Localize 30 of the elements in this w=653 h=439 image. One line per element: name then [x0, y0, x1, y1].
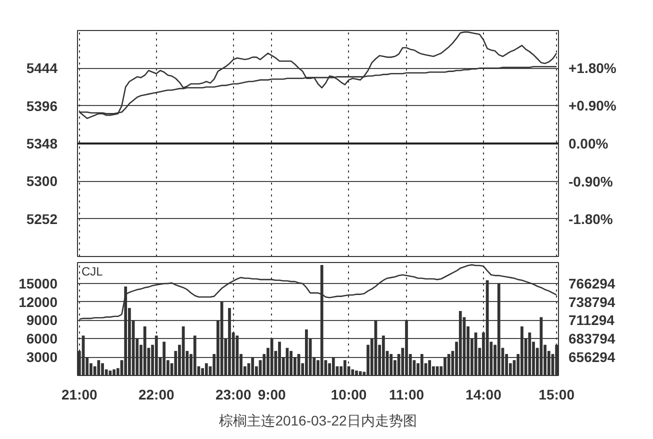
annotation: CJL: [82, 264, 104, 278]
y-tick-label: 3000: [26, 349, 58, 366]
y2-tick-label: +0.90%: [568, 98, 617, 114]
x-tick-label: 10:00: [330, 386, 367, 402]
x-tick-label: 21:00: [62, 386, 98, 402]
y2-tick-label: 766294: [568, 275, 616, 292]
y-tick-label: 12000: [18, 294, 58, 310]
y-tick-label: 5396: [26, 98, 58, 114]
y-tick-label: 9000: [26, 312, 58, 328]
y2-tick-label: 0.00%: [568, 136, 609, 152]
y2-tick-label: 738794: [568, 294, 616, 310]
x-tick-label: 22:00: [138, 386, 174, 402]
x-tick-label: 11:00: [388, 386, 424, 402]
x-tick-label: 9:00: [258, 386, 286, 402]
x-tick-label: 15:00: [538, 386, 575, 402]
y-tick-label: 6000: [26, 330, 58, 347]
y-tick-label: 5300: [26, 173, 58, 190]
y2-tick-label: 683794: [568, 330, 616, 347]
x-tick-label: 14:00: [466, 386, 502, 402]
y2-tick-label: 711294: [568, 312, 615, 328]
y2-tick-label: +1.80%: [568, 60, 617, 76]
y-tick-label: 5348: [26, 136, 58, 152]
y-tick-label: 5252: [26, 210, 58, 227]
x-tick-label: 23:00: [215, 386, 252, 402]
text: 棕榈主连2016-03-22日内走势图: [219, 412, 417, 428]
y2-tick-label: -1.80%: [568, 211, 614, 228]
y-tick-label: 5444: [26, 60, 58, 76]
y2-tick-label: 656294: [568, 349, 616, 366]
y-tick-label: 15000: [18, 275, 58, 292]
y2-tick-label: -0.90%: [568, 173, 614, 190]
